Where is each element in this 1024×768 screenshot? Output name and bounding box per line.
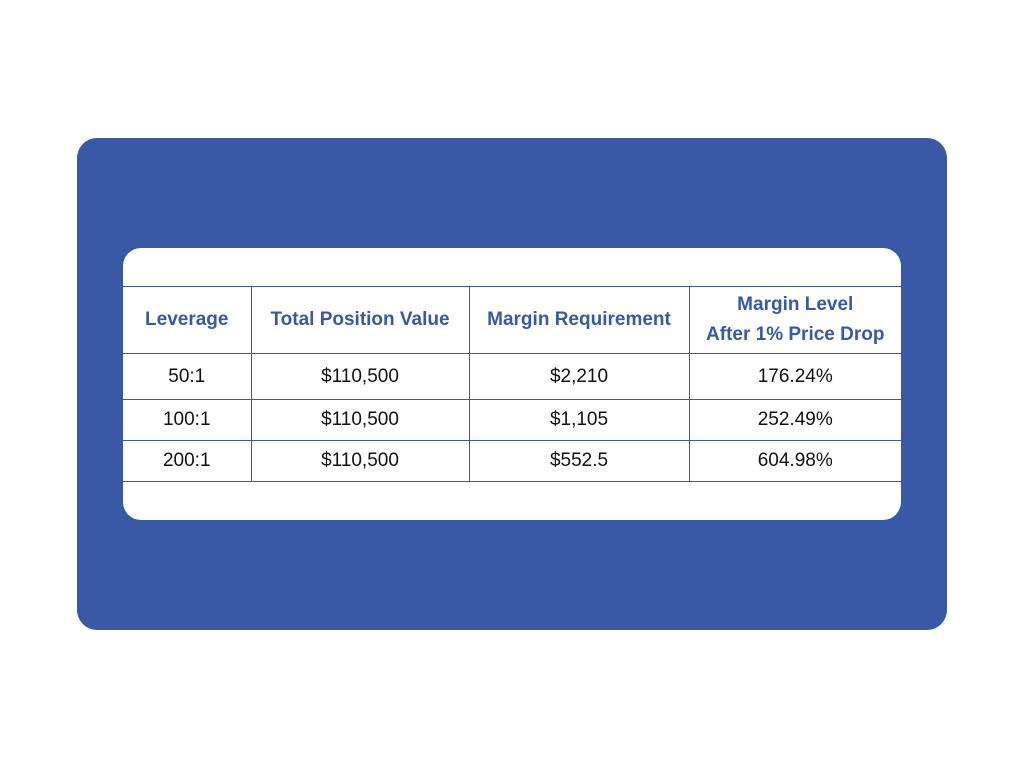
cell-leverage: 100:1	[123, 399, 252, 441]
cell-total-position-value: $110,500	[250, 399, 470, 441]
cell-margin-requirement: $2,210	[468, 353, 690, 400]
header-margin-requirement: Margin Requirement	[468, 286, 690, 354]
cell-margin-level: 604.98%	[688, 440, 901, 482]
header-leverage: Leverage	[123, 286, 252, 354]
table-row: 100:1 $110,500 $1,105 252.49%	[123, 399, 901, 441]
cell-margin-requirement: $552.5	[468, 440, 690, 482]
cell-total-position-value: $110,500	[250, 440, 470, 482]
header-margin-level: Margin Level After 1% Price Drop	[688, 286, 901, 354]
cell-margin-level: 252.49%	[688, 399, 901, 441]
table-card: Leverage Total Position Value Margin Req…	[123, 248, 901, 520]
cell-leverage: 200:1	[123, 440, 252, 482]
table-row: 50:1 $110,500 $2,210 176.24%	[123, 353, 901, 400]
cell-margin-level: 176.24%	[688, 353, 901, 400]
header-margin-level-line2: After 1% Price Drop	[706, 324, 885, 345]
table-row: 200:1 $110,500 $552.5 604.98%	[123, 440, 901, 482]
leverage-table: Leverage Total Position Value Margin Req…	[123, 286, 901, 482]
header-margin-level-line1: Margin Level	[737, 294, 854, 315]
cell-leverage: 50:1	[123, 353, 252, 400]
header-row: Leverage Total Position Value Margin Req…	[123, 286, 901, 354]
cell-total-position-value: $110,500	[250, 353, 470, 400]
cell-margin-requirement: $1,105	[468, 399, 690, 441]
header-total-position-value: Total Position Value	[250, 286, 470, 354]
